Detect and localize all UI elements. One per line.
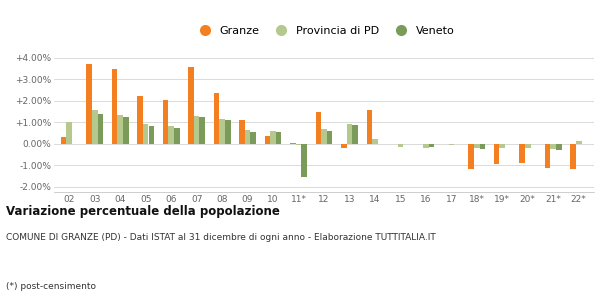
Bar: [571, 144, 576, 169]
Bar: [367, 110, 372, 144]
Bar: [494, 144, 499, 164]
Bar: [169, 126, 174, 144]
Bar: [545, 144, 550, 168]
Bar: [499, 144, 505, 148]
Bar: [321, 129, 327, 144]
Bar: [265, 136, 270, 144]
Bar: [474, 144, 479, 148]
Bar: [214, 93, 220, 144]
Bar: [86, 64, 92, 144]
Bar: [469, 144, 474, 169]
Bar: [423, 144, 428, 148]
Text: (*) post-censimento: (*) post-censimento: [6, 282, 96, 291]
Text: Variazione percentuale della popolazione: Variazione percentuale della popolazione: [6, 206, 280, 218]
Bar: [316, 112, 321, 144]
Bar: [296, 144, 301, 145]
Bar: [327, 131, 332, 144]
Bar: [112, 70, 118, 144]
Bar: [556, 144, 562, 150]
Bar: [576, 142, 581, 144]
Bar: [149, 126, 154, 144]
Bar: [428, 144, 434, 147]
Bar: [225, 120, 230, 144]
Bar: [479, 144, 485, 149]
Bar: [245, 130, 250, 144]
Bar: [449, 144, 454, 145]
Legend: Granze, Provincia di PD, Veneto: Granze, Provincia di PD, Veneto: [189, 22, 459, 41]
Bar: [347, 124, 352, 144]
Bar: [92, 110, 98, 144]
Bar: [525, 144, 530, 148]
Bar: [123, 117, 128, 144]
Bar: [118, 115, 123, 144]
Bar: [163, 100, 169, 144]
Bar: [301, 144, 307, 177]
Bar: [67, 122, 72, 144]
Bar: [372, 139, 378, 144]
Bar: [250, 132, 256, 144]
Bar: [276, 132, 281, 144]
Bar: [137, 96, 143, 144]
Bar: [290, 142, 296, 144]
Bar: [194, 116, 199, 144]
Bar: [398, 144, 403, 147]
Bar: [188, 67, 194, 144]
Bar: [550, 144, 556, 149]
Bar: [520, 144, 525, 163]
Bar: [239, 120, 245, 144]
Bar: [341, 144, 347, 148]
Bar: [143, 124, 148, 144]
Bar: [352, 125, 358, 144]
Bar: [270, 131, 276, 144]
Bar: [98, 114, 103, 144]
Bar: [174, 128, 179, 144]
Bar: [61, 137, 67, 144]
Text: COMUNE DI GRANZE (PD) - Dati ISTAT al 31 dicembre di ogni anno - Elaborazione TU: COMUNE DI GRANZE (PD) - Dati ISTAT al 31…: [6, 232, 436, 242]
Bar: [199, 117, 205, 144]
Bar: [220, 119, 225, 144]
